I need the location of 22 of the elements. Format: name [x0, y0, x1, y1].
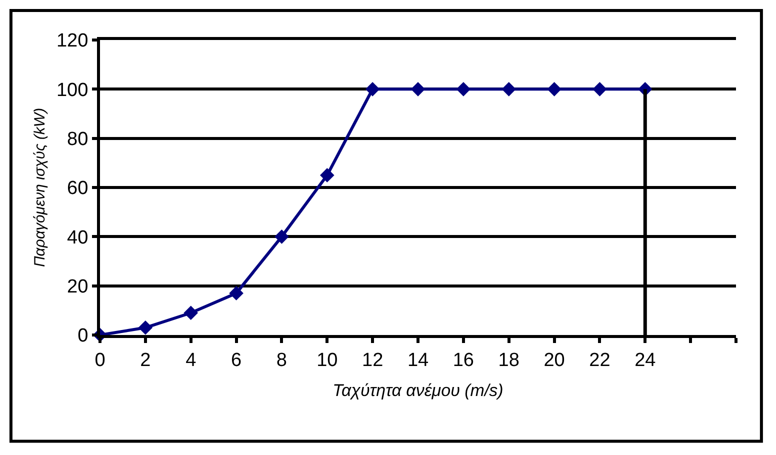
y-tick-label: 120 — [56, 30, 88, 52]
x-tick-label: 14 — [407, 350, 429, 371]
y-axis-title: Παραγόμενη ισχύς (kW) — [32, 108, 49, 268]
y-tick-label: 100 — [56, 80, 88, 101]
x-tick-label: 22 — [589, 350, 610, 371]
x-tick-label: 24 — [634, 350, 656, 371]
x-tick-label: 16 — [452, 350, 474, 371]
y-tick-label: 60 — [67, 178, 88, 200]
x-tick-label: 18 — [498, 350, 520, 371]
x-tick-label: 2 — [140, 350, 151, 371]
x-tick-label: 0 — [94, 350, 106, 371]
y-tick-label: 40 — [67, 227, 88, 248]
y-tick-label: 80 — [67, 128, 88, 150]
x-tick-label: 12 — [362, 350, 384, 371]
x-tick-label: 20 — [544, 350, 565, 371]
y-tick-label: 0 — [78, 326, 88, 347]
x-axis-title: Ταχύτητα ανέμου (m/s) — [332, 381, 504, 400]
x-tick-label: 6 — [231, 350, 242, 371]
x-tick-label: 10 — [316, 350, 338, 371]
y-tick-label: 20 — [67, 276, 88, 298]
x-tick-label: 4 — [186, 350, 197, 371]
x-tick-label: 8 — [276, 350, 287, 371]
